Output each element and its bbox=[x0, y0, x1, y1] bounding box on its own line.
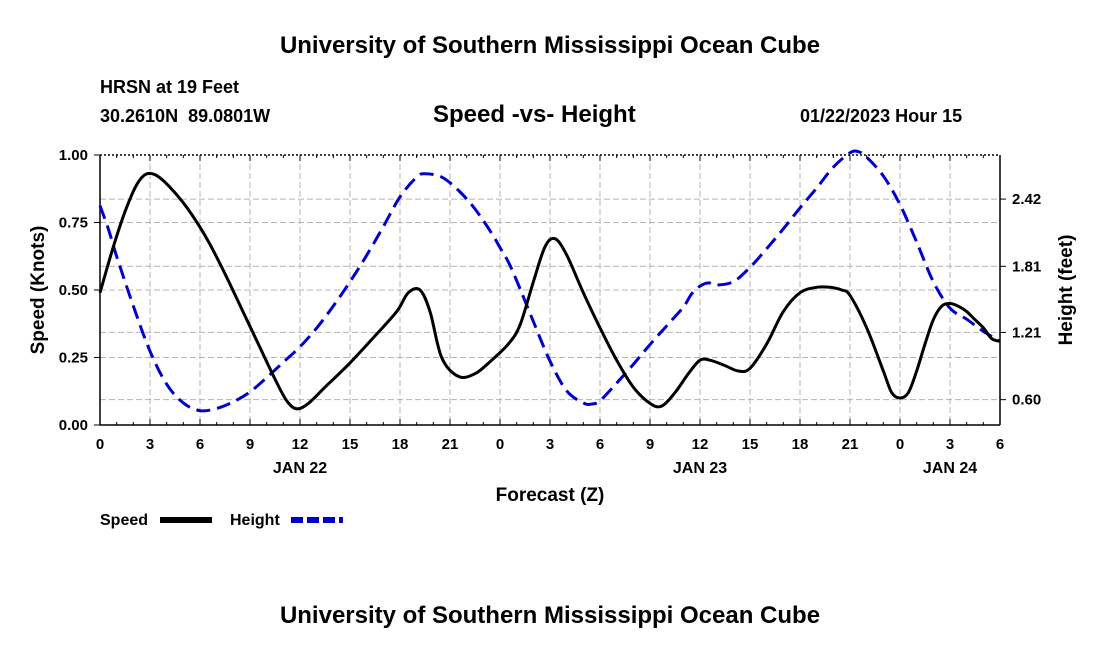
y-left-axis-title: Speed (Knots) bbox=[28, 226, 49, 355]
x-tick-label: 18 bbox=[392, 436, 409, 453]
y-left-tick-label: 0.75 bbox=[59, 215, 88, 232]
x-tick-label: 21 bbox=[442, 436, 459, 453]
page-title: University of Southern Mississippi Ocean… bbox=[279, 32, 821, 59]
y-right-axis-title: Height (feet) bbox=[1056, 235, 1077, 346]
x-tick-label: 0 bbox=[496, 436, 504, 453]
date-label: JAN 23 bbox=[673, 460, 727, 477]
x-tick-label: 12 bbox=[292, 436, 309, 453]
x-tick-label: 3 bbox=[946, 436, 954, 453]
legend-height-label: Height bbox=[230, 512, 280, 529]
date-label: JAN 22 bbox=[273, 460, 327, 477]
speed-series-line bbox=[98, 171, 1001, 411]
x-tick-label: 3 bbox=[546, 436, 554, 453]
x-tick-label: 6 bbox=[996, 436, 1004, 453]
x-tick-label: 21 bbox=[842, 436, 859, 453]
chart-subtitle: Speed -vs- Height bbox=[433, 101, 636, 128]
y-right-tick-label: 1.81 bbox=[1012, 258, 1041, 275]
y-left-tick-label: 1.00 bbox=[59, 147, 88, 164]
height-series-line bbox=[98, 149, 1001, 413]
x-tick-label: 6 bbox=[196, 436, 204, 453]
x-tick-label: 0 bbox=[96, 436, 104, 453]
timestamp-label: 01/22/2023 Hour 15 bbox=[800, 106, 963, 126]
x-tick-label: 0 bbox=[896, 436, 904, 453]
x-tick-label: 18 bbox=[792, 436, 809, 453]
y-left-tick-label: 0.00 bbox=[59, 417, 88, 434]
y-right-tick-label: 2.42 bbox=[1012, 191, 1041, 208]
footer-title: University of Southern Mississippi Ocean… bbox=[279, 602, 821, 629]
date-label: JAN 24 bbox=[923, 460, 977, 477]
x-tick-label: 12 bbox=[692, 436, 709, 453]
y-left-tick-label: 0.50 bbox=[59, 282, 88, 299]
x-axis-title: Forecast (Z) bbox=[496, 485, 605, 506]
legend-speed-label: Speed bbox=[100, 512, 148, 529]
x-tick-label: 9 bbox=[646, 436, 654, 453]
y-right-tick-label: 0.60 bbox=[1012, 392, 1041, 409]
x-tick-label: 9 bbox=[246, 436, 254, 453]
x-tick-label: 15 bbox=[342, 436, 359, 453]
x-tick-label: 6 bbox=[596, 436, 604, 453]
coordinates-label: 30.2610N 89.0801W bbox=[100, 106, 271, 126]
y-left-tick-label: 0.25 bbox=[59, 350, 88, 367]
x-tick-label: 3 bbox=[146, 436, 154, 453]
x-tick-label: 15 bbox=[742, 436, 759, 453]
y-right-tick-label: 1.21 bbox=[1012, 324, 1041, 341]
station-label: HRSN at 19 Feet bbox=[100, 77, 240, 97]
